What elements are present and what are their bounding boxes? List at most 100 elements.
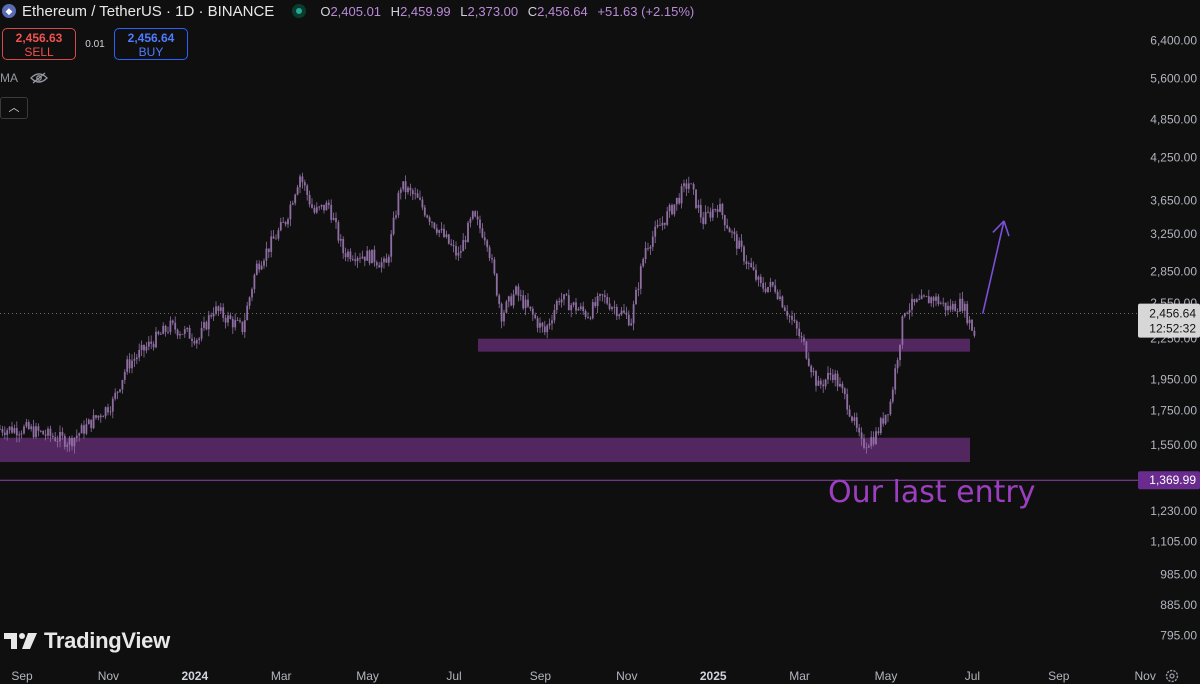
buy-button[interactable]: 2,456.64 BUY <box>114 28 188 60</box>
candle-body <box>771 282 774 286</box>
candle-body <box>227 315 229 323</box>
candle-body <box>27 422 30 429</box>
candle-body <box>339 238 342 241</box>
candle-body <box>618 314 621 317</box>
candle-body <box>548 323 551 326</box>
candle-body <box>123 371 126 380</box>
price-tick-label: 985.00 <box>1160 567 1197 581</box>
candle-body <box>539 322 541 328</box>
candle-body <box>371 249 373 264</box>
candle-body <box>75 435 78 438</box>
candle-body <box>594 302 597 307</box>
candle-body <box>30 426 33 429</box>
sell-button[interactable]: 2,456.63 SELL <box>2 28 76 60</box>
candle-body <box>625 312 628 315</box>
candle-body <box>59 431 61 442</box>
candle-body <box>464 240 467 243</box>
time-tick-label: Sep <box>1048 669 1070 683</box>
brand-name: TradingView <box>44 628 170 653</box>
support-zone[interactable] <box>478 338 970 352</box>
candle-body <box>351 259 354 260</box>
candle-body <box>927 296 930 304</box>
candle-body <box>419 197 421 200</box>
candle-body <box>918 299 921 300</box>
candle-body <box>685 183 688 189</box>
time-tick-label: 2025 <box>700 669 727 683</box>
candle-body <box>1 429 4 433</box>
candle-body <box>219 307 222 311</box>
arrow-shaft <box>981 220 1005 314</box>
candle-body <box>311 204 313 208</box>
candle-body <box>865 447 868 449</box>
candle-body <box>867 445 870 448</box>
candle-body <box>433 222 436 229</box>
candle-body <box>851 416 853 421</box>
candle-body <box>167 331 169 333</box>
candle-body <box>150 341 153 344</box>
candle-body <box>174 322 177 330</box>
tradingview-logo[interactable]: TradingView <box>4 628 170 654</box>
candle-body <box>743 246 745 262</box>
candle-body <box>584 311 587 317</box>
candle-body <box>935 296 937 301</box>
candle-body <box>673 204 676 215</box>
candle-body <box>443 228 445 237</box>
candle-body <box>18 434 21 436</box>
candle-body <box>644 248 647 260</box>
projection-arrow[interactable] <box>981 220 1010 314</box>
candle-body <box>171 320 174 323</box>
support-zone[interactable] <box>0 437 970 463</box>
candle-body <box>889 401 892 415</box>
annotation-text[interactable]: Our last entry <box>828 475 1035 510</box>
indicator-label[interactable]: MA <box>0 71 18 85</box>
candle-body <box>913 298 916 303</box>
open-label: O <box>320 3 331 19</box>
candle-body <box>23 426 25 434</box>
candle-body <box>863 438 865 448</box>
candle-body <box>198 338 201 340</box>
symbol-title[interactable]: Ethereum / TetherUS · 1D · BINANCE <box>22 2 275 20</box>
candle-body <box>891 389 894 402</box>
candle-body <box>42 430 45 435</box>
candle-body <box>639 266 642 289</box>
price-axis[interactable]: 6,400.00 5,600.00 4,850.00 4,250.00 3,650.00… <box>1150 34 1197 643</box>
candle-body <box>750 263 753 268</box>
indicator-row: MA <box>0 71 48 85</box>
candle-body <box>795 321 798 329</box>
candle-body <box>870 437 873 446</box>
candle-body <box>882 418 885 424</box>
candle-body <box>567 295 570 311</box>
candle-body <box>119 389 121 392</box>
candle-body <box>179 334 181 336</box>
candle-body <box>85 424 88 434</box>
time-tick-label: Nov <box>98 669 119 683</box>
candle-body <box>392 217 395 235</box>
candle-body <box>313 207 316 213</box>
candle-body <box>229 315 232 319</box>
time-tick-label: Sep <box>530 669 552 683</box>
candle-body <box>380 262 383 268</box>
candle-body <box>270 236 273 252</box>
candle-body <box>483 237 486 241</box>
candle-body <box>608 303 611 310</box>
candle-body <box>596 296 599 307</box>
spread-value: 0.01 <box>85 38 105 50</box>
candle-body <box>126 359 129 372</box>
candle-body <box>663 222 666 225</box>
chevron-up-icon[interactable]: ︿ <box>0 97 28 119</box>
candle-body <box>73 437 76 447</box>
gear-icon[interactable] <box>1164 668 1180 684</box>
candle-body <box>925 296 928 298</box>
candle-body <box>294 194 297 204</box>
low-label: L <box>460 3 468 19</box>
candle-body <box>613 306 616 308</box>
candle-body <box>162 325 165 335</box>
candle-body <box>858 427 861 433</box>
candle-body <box>0 428 1 430</box>
time-axis[interactable]: Sep Nov 2024 Mar May Jul Sep Nov 2025 Mar May Jul Se… <box>11 669 1156 683</box>
price-tick-label: 1,550.00 <box>1150 438 1197 452</box>
candle-body <box>255 263 258 275</box>
candle-body <box>611 307 613 310</box>
eye-hidden-icon[interactable] <box>30 72 48 84</box>
